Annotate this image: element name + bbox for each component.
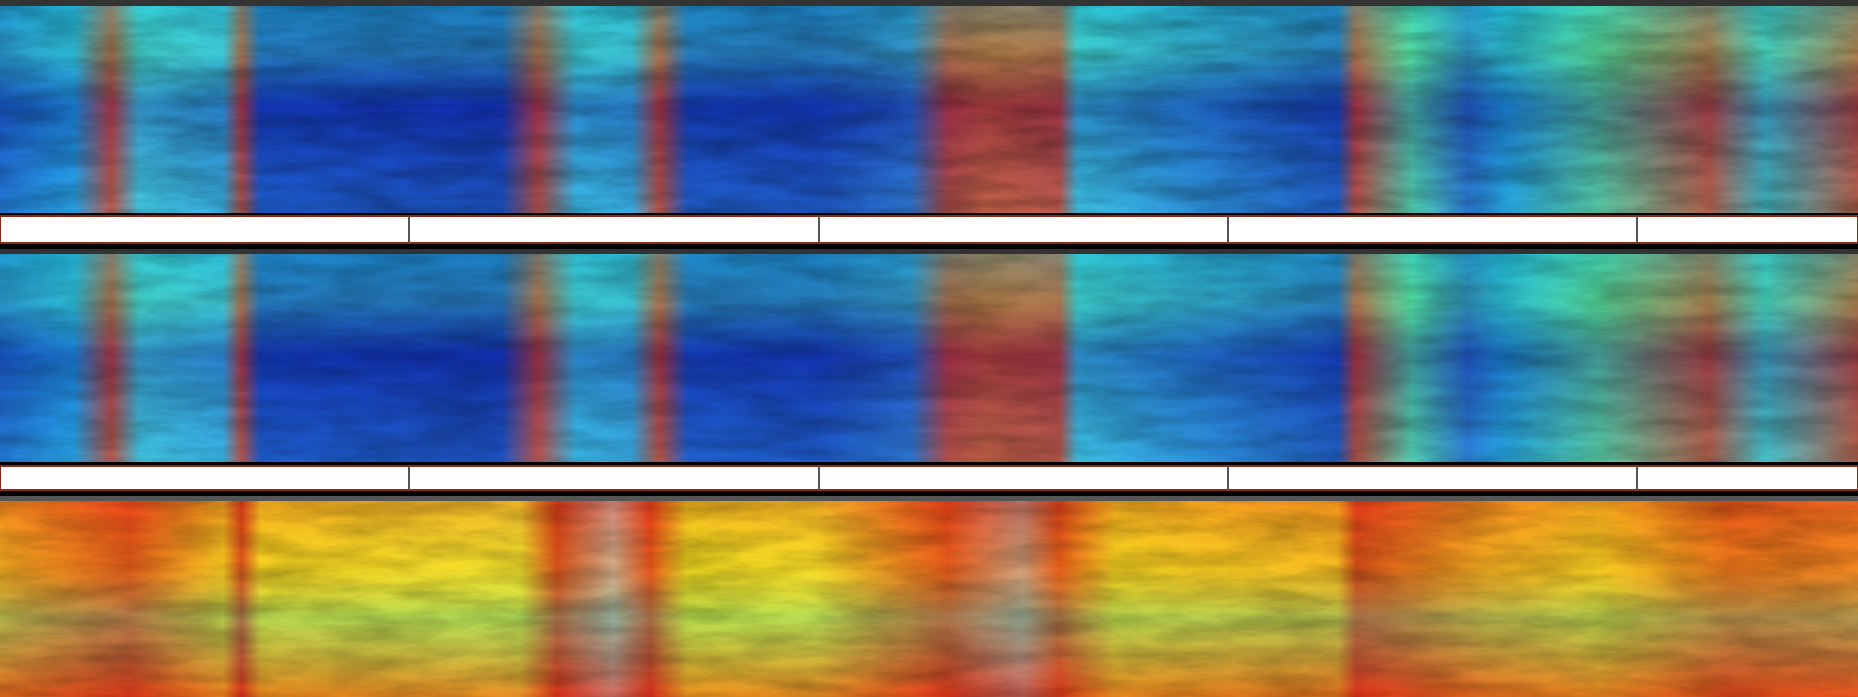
time-strip-1 xyxy=(0,215,1858,244)
panel-3 xyxy=(0,496,1858,697)
surface-line xyxy=(0,0,1858,6)
time-strip-2 xyxy=(0,465,1858,491)
texture xyxy=(0,496,1858,697)
surface-line xyxy=(0,496,1858,501)
texture xyxy=(0,249,1858,462)
panel-1 xyxy=(0,0,1858,213)
panel-2 xyxy=(0,249,1858,462)
strip xyxy=(0,465,1858,491)
texture xyxy=(0,0,1858,213)
surface-line xyxy=(0,249,1858,254)
strip xyxy=(0,215,1858,244)
